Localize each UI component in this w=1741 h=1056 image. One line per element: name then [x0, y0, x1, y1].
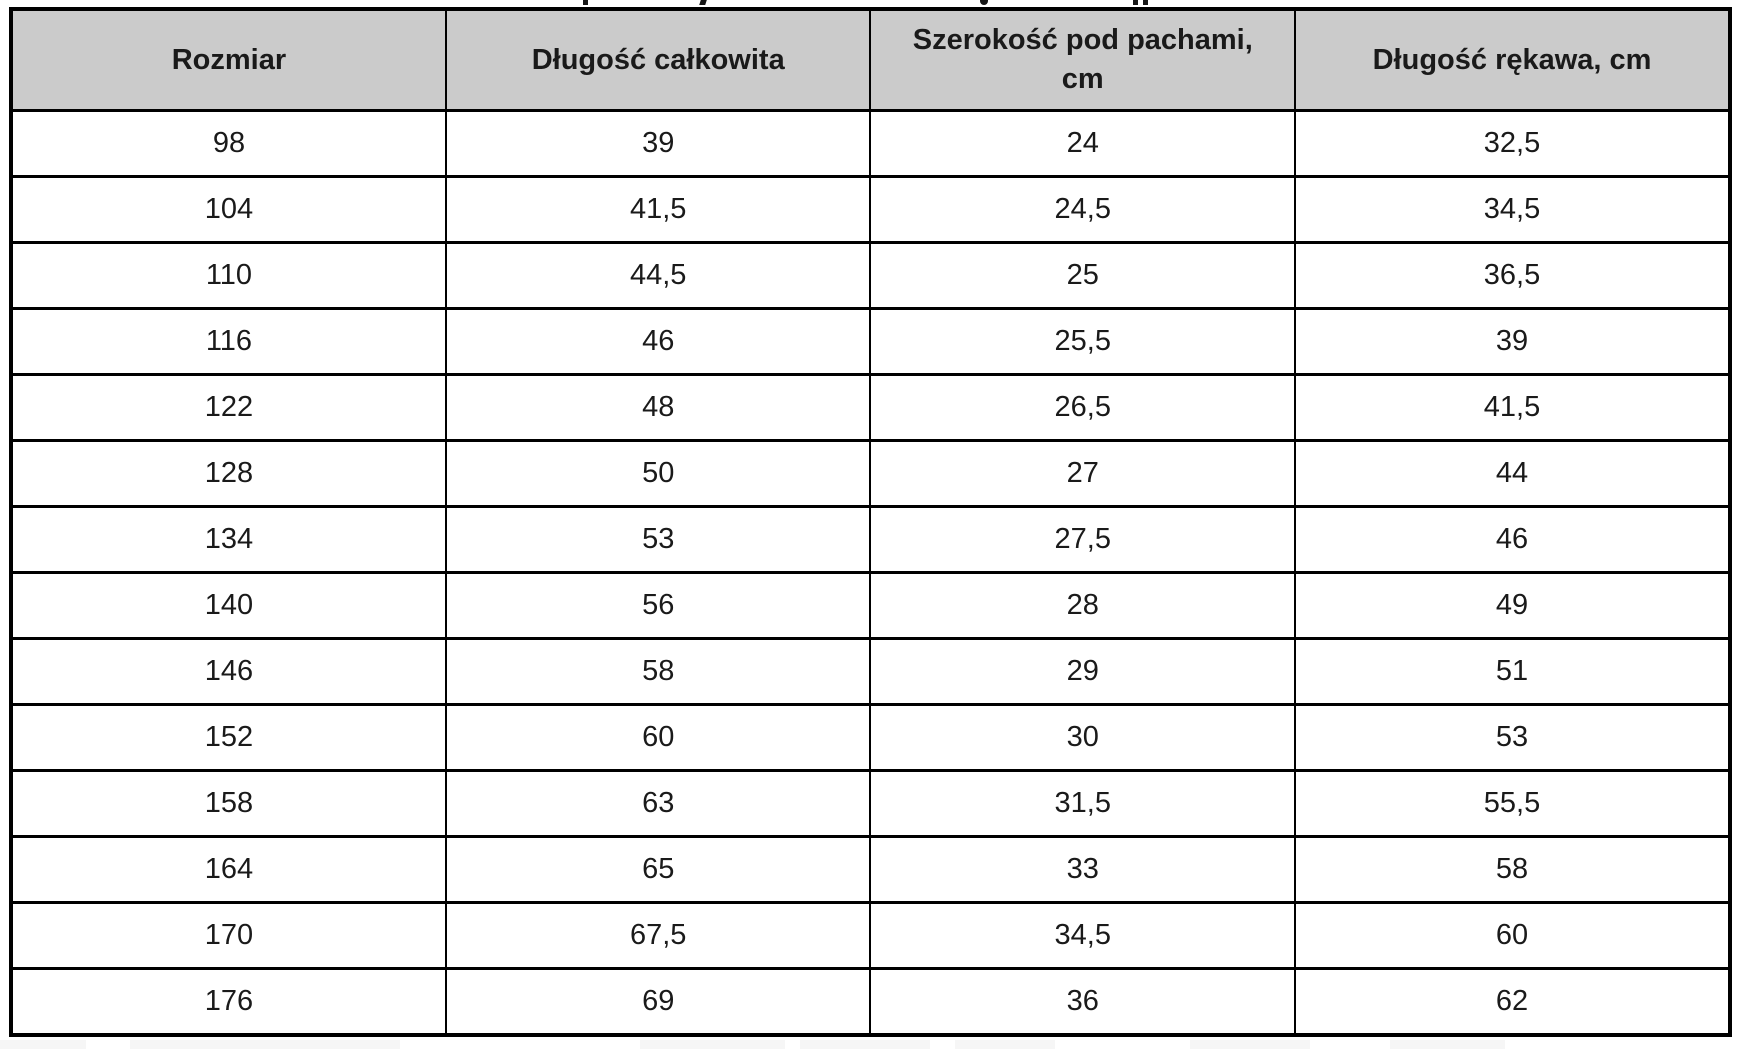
table-cell: 55,5: [1294, 769, 1731, 838]
table-cell: 41,5: [444, 175, 872, 244]
table-cell: 152: [10, 703, 447, 772]
table-cell: 164: [10, 835, 447, 904]
table-cell: 176: [10, 967, 447, 1037]
table-row: 152 60 30 53: [10, 703, 1731, 772]
table-cell: 44,5: [444, 241, 872, 310]
column-header-2: Długość całkowita: [444, 7, 872, 112]
table-cell: 98: [10, 109, 447, 178]
column-header-label: Szerokość pod pachami, cm: [912, 23, 1253, 95]
table-cell: 62: [1294, 967, 1731, 1037]
table-cell: 34,5: [1294, 175, 1731, 244]
clipped-bottom-fragment: [1390, 1040, 1505, 1049]
table-cell: 27: [869, 439, 1297, 508]
table-cell: 36: [869, 967, 1297, 1037]
table-cell: 58: [444, 637, 872, 706]
table-cell: 32,5: [1294, 109, 1731, 178]
column-header-label: Długość całkowita: [531, 43, 785, 76]
column-header-label: Długość rękawa, cm: [1372, 43, 1652, 76]
header-row: Rozmiar Długość całkowita Szerokość pod pa…: [10, 7, 1731, 112]
table-cell: 67,5: [444, 901, 872, 970]
table-cell: 63: [444, 769, 872, 838]
table-cell: 34,5: [869, 901, 1297, 970]
table-row: 110 44,5 25 36,5: [10, 241, 1731, 310]
table-cell: 41,5: [1294, 373, 1731, 442]
table-row: 128 50 27 44: [10, 439, 1731, 508]
clipped-bottom-fragment: [640, 1040, 785, 1049]
table-cell: 50: [444, 439, 872, 508]
table-row: 164 65 33 58: [10, 835, 1731, 904]
column-header-label: Rozmiar: [171, 43, 287, 76]
table-row: 176 69 36 62: [10, 967, 1731, 1037]
table-cell: 26,5: [869, 373, 1297, 442]
table-cell: 158: [10, 769, 447, 838]
table-row: 98 39 24 32,5: [10, 109, 1731, 178]
table-cell: 122: [10, 373, 447, 442]
table-cell: 60: [444, 703, 872, 772]
clipped-title-descender: [1143, 0, 1148, 5]
table-cell: 49: [1294, 571, 1731, 640]
clipped-bottom-fragment: [955, 1040, 1055, 1049]
table-cell: 33: [869, 835, 1297, 904]
column-header-4: Długość rękawa, cm: [1294, 7, 1731, 112]
table-cell: 128: [10, 439, 447, 508]
table-cell: 65: [444, 835, 872, 904]
table-cell: 27,5: [869, 505, 1297, 574]
clipped-bottom-fragment: [800, 1040, 930, 1049]
table-cell: 69: [444, 967, 872, 1037]
size-table: Rozmiar Długość całkowita Szerokość pod pa…: [9, 7, 1732, 1037]
table-cell: 29: [869, 637, 1297, 706]
clipped-title-descender: [699, 0, 707, 5]
table-cell: 58: [1294, 835, 1731, 904]
clipped-title-descender: [583, 0, 588, 5]
column-header-3: Szerokość pod pachami, cm: [869, 7, 1297, 112]
table-cell: 28: [869, 571, 1297, 640]
size-table-body: 98 39 24 32,5 104 41,5 24,5 34,5 110 44,5 25 36,5 11…: [10, 109, 1731, 1037]
table-cell: 170: [10, 901, 447, 970]
clipped-bottom-fragment: [130, 1040, 306, 1049]
table-cell: 39: [1294, 307, 1731, 376]
clipped-bottom-fragment: [0, 1040, 86, 1049]
table-row: 158 63 31,5 55,5: [10, 769, 1731, 838]
table-row: 140 56 28 49: [10, 571, 1731, 640]
size-table-header: Rozmiar Długość całkowita Szerokość pod pa…: [10, 7, 1731, 112]
clipped-title-descender: [980, 0, 988, 5]
table-row: 104 41,5 24,5 34,5: [10, 175, 1731, 244]
table-cell: 146: [10, 637, 447, 706]
table-cell: 25,5: [869, 307, 1297, 376]
table-row: 116 46 25,5 39: [10, 307, 1731, 376]
table-cell: 51: [1294, 637, 1731, 706]
clipped-title-descender: [1133, 0, 1138, 5]
table-cell: 24,5: [869, 175, 1297, 244]
table-cell: 48: [444, 373, 872, 442]
table-cell: 39: [444, 109, 872, 178]
table-row: 170 67,5 34,5 60: [10, 901, 1731, 970]
table-row: 122 48 26,5 41,5: [10, 373, 1731, 442]
table-cell: 46: [444, 307, 872, 376]
table-cell: 140: [10, 571, 447, 640]
table-cell: 36,5: [1294, 241, 1731, 310]
table-cell: 104: [10, 175, 447, 244]
table-cell: 30: [869, 703, 1297, 772]
table-cell: 60: [1294, 901, 1731, 970]
clipped-bottom-fragment: [306, 1040, 400, 1049]
clipped-bottom-content: [0, 1037, 1741, 1049]
table-cell: 134: [10, 505, 447, 574]
table-row: 134 53 27,5 46: [10, 505, 1731, 574]
table-cell: 25: [869, 241, 1297, 310]
table-cell: 56: [444, 571, 872, 640]
column-header-1: Rozmiar: [10, 7, 447, 112]
table-cell: 110: [10, 241, 447, 310]
table-cell: 53: [444, 505, 872, 574]
table-row: 146 58 29 51: [10, 637, 1731, 706]
table-cell: 116: [10, 307, 447, 376]
table-cell: 31,5: [869, 769, 1297, 838]
clipped-title-strip: [0, 0, 1741, 7]
table-cell: 44: [1294, 439, 1731, 508]
table-cell: 24: [869, 109, 1297, 178]
table-cell: 53: [1294, 703, 1731, 772]
clipped-bottom-fragment: [1190, 1040, 1310, 1049]
table-cell: 46: [1294, 505, 1731, 574]
